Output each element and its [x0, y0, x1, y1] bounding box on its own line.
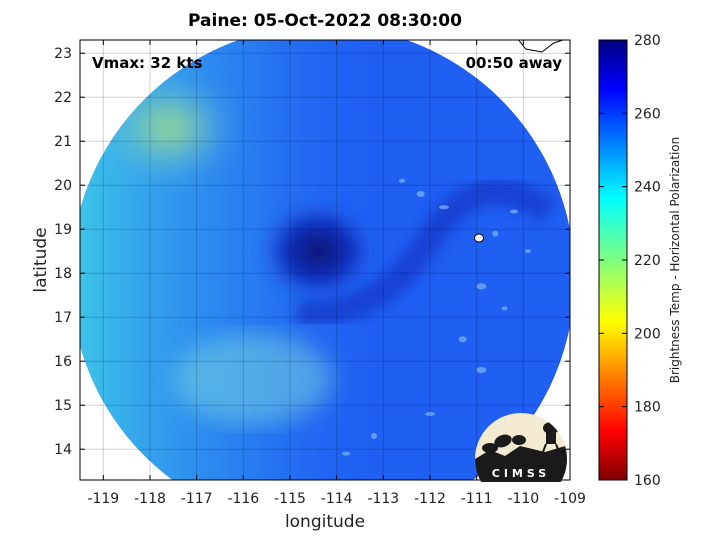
y-tick-label: 16: [54, 354, 72, 370]
x-tick-label: -119: [87, 491, 119, 507]
grid: [80, 40, 570, 480]
y-tick-label: 19: [54, 222, 72, 238]
time-away-annotation: 00:50 away: [466, 54, 563, 72]
colorbar-tick-label: 160: [634, 473, 661, 489]
cloud-speckle: [416, 191, 425, 197]
x-tick-label: -115: [274, 491, 306, 507]
cloud-speckle: [458, 336, 467, 343]
y-tick-label: 21: [54, 134, 72, 150]
x-tick-label: -113: [367, 491, 399, 507]
x-axis: -119 -118 -117 -116 -115 -114 -113 -112 -111 -110…: [87, 40, 586, 507]
colorbar-tick-label: 200: [634, 326, 661, 342]
x-tick-label: -110: [507, 491, 539, 507]
y-tick-label: 23: [54, 46, 72, 62]
colorbar-tick-label: 260: [634, 106, 661, 122]
island: [474, 233, 484, 243]
axes-frame: [79, 39, 571, 481]
cloud-speckle: [492, 230, 499, 237]
cloud-speckle: [476, 283, 487, 290]
cloud-speckle: [476, 367, 487, 373]
x-tick-label: -111: [461, 491, 493, 507]
x-axis-label: longitude: [285, 512, 365, 532]
x-tick-label: -118: [134, 491, 166, 507]
x-tick-label: -116: [227, 491, 259, 507]
y-tick-label: 20: [54, 178, 72, 194]
y-tick-label: 22: [54, 90, 72, 106]
storm-core: [258, 199, 378, 304]
cloud-speckle: [342, 451, 350, 456]
vmax-annotation: Vmax: 32 kts: [92, 54, 202, 72]
x-tick-label: -109: [554, 491, 586, 507]
cloud-speckle: [525, 249, 531, 254]
chart-title: Paine: 05-Oct-2022 08:30:00: [188, 11, 462, 31]
logo-text: CIMSS: [492, 467, 550, 480]
y-tick-label: 17: [54, 310, 72, 326]
cloud-speckle: [425, 412, 435, 416]
coastline: [518, 40, 564, 53]
colorbar-tick-label: 280: [634, 33, 661, 49]
x-tick-label: -114: [321, 491, 353, 507]
cloud-speckle: [501, 306, 508, 311]
colorbar-tick-label: 220: [634, 253, 661, 269]
colorbar-label: Brightness Temp - Horizontal Polarizatio…: [668, 137, 682, 384]
cloud-speckle: [371, 433, 377, 439]
cloud-speckle: [510, 209, 518, 214]
y-axis: 14 15 16 17 18 19 20 21 22 23: [54, 46, 570, 458]
colorbar-tick-label: 240: [634, 180, 661, 196]
cloud-speckle: [399, 178, 405, 183]
colorbar-tick-label: 180: [634, 400, 661, 416]
cloud-speckle: [439, 205, 449, 210]
y-tick-label: 18: [54, 266, 72, 282]
y-tick-label: 14: [54, 442, 72, 458]
colorbar-ticks: 160 180 200 220 240 260 280: [599, 33, 661, 489]
y-tick-label: 15: [54, 398, 72, 414]
x-tick-label: -112: [414, 491, 446, 507]
x-tick-label: -117: [181, 491, 213, 507]
y-axis-label: latitude: [31, 227, 51, 292]
